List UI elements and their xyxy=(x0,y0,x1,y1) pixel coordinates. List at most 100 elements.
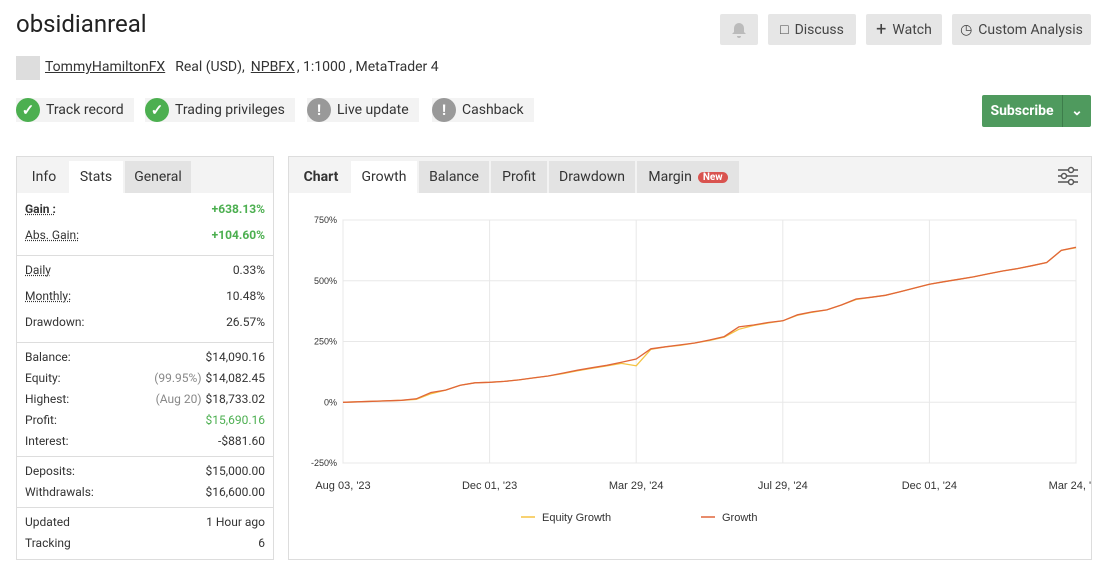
stat-label: Gain : xyxy=(25,202,56,216)
tab-label: Drawdown xyxy=(559,169,625,185)
badge-label: Live update xyxy=(337,102,409,118)
stat-value: -$881.60 xyxy=(218,434,265,448)
stat-value-wrap: $15,000.00 xyxy=(206,464,265,478)
stat-value: $18,733.02 xyxy=(205,392,265,406)
badge: ! Live update xyxy=(307,98,419,122)
stat-value: 1 Hour ago xyxy=(206,515,265,529)
stat-value: 26.57% xyxy=(226,315,265,329)
x-tick-label: Jul 29, '24 xyxy=(758,480,808,492)
legend-label: Equity Growth xyxy=(542,512,611,524)
stats-panel: Info Stats General Gain : +638.13% Abs. Gain:… xyxy=(16,156,274,560)
tab-label: Profit xyxy=(502,169,536,185)
stat-value: $14,082.45 xyxy=(205,371,265,385)
x-tick-label: Mar 29, '24 xyxy=(609,480,664,492)
user-link[interactable]: TommyHamiltonFX xyxy=(45,59,166,75)
account: Real (USD), xyxy=(175,59,245,75)
stat-row: Balance: $14,090.16 xyxy=(25,350,265,364)
stat-label: Balance: xyxy=(25,350,71,364)
tab-label: Growth xyxy=(361,169,407,185)
stat-value-wrap: $14,090.16 xyxy=(206,350,265,364)
badge-label: Cashback xyxy=(462,102,524,118)
stat-row: Gain : +638.13% xyxy=(25,202,265,216)
badge-label: Trading privileges xyxy=(175,102,285,118)
y-tick-label: 500% xyxy=(314,276,337,286)
stat-row: Tracking 6 xyxy=(25,536,265,550)
separator xyxy=(17,255,273,256)
tab-label: Chart xyxy=(303,169,339,185)
stat-label: Drawdown: xyxy=(25,315,85,329)
chart-tab[interactable]: Profit xyxy=(491,161,547,193)
stat-value-wrap: 10.48% xyxy=(226,289,265,303)
button-label: Discuss xyxy=(794,21,844,38)
chart-tab[interactable]: Balance xyxy=(419,161,489,193)
series-line xyxy=(342,247,1077,403)
stat-value-wrap: (99.95%) $14,082.45 xyxy=(154,371,265,385)
stat-row: Highest: (Aug 20) $18,733.02 xyxy=(25,392,265,406)
stat-value-wrap: $16,600.00 xyxy=(206,485,265,499)
stat-label: Withdrawals: xyxy=(25,485,94,499)
new-badge: New xyxy=(697,171,728,183)
stat-note: (Aug 20) xyxy=(155,392,202,406)
stat-row: Equity: (99.95%) $14,082.45 xyxy=(25,371,265,385)
avatar xyxy=(16,56,40,80)
badge: ✓ Track record xyxy=(16,98,134,122)
stat-label: Highest: xyxy=(25,392,70,406)
stat-value: 10.48% xyxy=(226,289,265,303)
alert-button[interactable] xyxy=(720,14,758,45)
stat-note: (99.95%) xyxy=(154,371,202,385)
subscribe-button[interactable]: Subscribe ⌄ xyxy=(982,95,1091,127)
stat-label: Deposits: xyxy=(25,464,75,478)
chart-tab[interactable]: Margin New xyxy=(637,161,739,193)
discuss-button[interactable]: □ Discuss xyxy=(768,14,856,45)
stat-row: Withdrawals: $16,600.00 xyxy=(25,485,265,499)
subscribe-label: Subscribe xyxy=(990,103,1054,119)
stat-label: Daily xyxy=(25,263,51,277)
stat-label: Equity: xyxy=(25,371,61,385)
broker-link[interactable]: NPBFX xyxy=(250,59,295,75)
badge: ✓ Trading privileges xyxy=(145,98,295,122)
legend-label: Growth xyxy=(722,512,757,524)
stat-value-wrap: (Aug 20) $18,733.02 xyxy=(156,392,265,406)
stat-row: Drawdown: 26.57% xyxy=(25,315,265,329)
stat-label: Profit: xyxy=(25,413,57,427)
chart-tab[interactable]: Growth xyxy=(351,161,417,193)
button-label: Custom Analysis xyxy=(978,21,1083,38)
tab-label: Margin xyxy=(648,169,692,185)
custom-analysis-button[interactable]: ◷ Custom Analysis xyxy=(952,14,1091,45)
stat-value: 6 xyxy=(258,536,265,550)
check-icon: ✓ xyxy=(145,98,169,122)
stats-tab[interactable]: Stats xyxy=(69,161,123,193)
stat-row: Profit: $15,690.16 xyxy=(25,413,265,427)
stats-tab[interactable]: Info xyxy=(31,169,57,185)
stat-value-wrap: -$881.60 xyxy=(218,434,265,448)
badge: ! Cashback xyxy=(432,98,534,122)
separator xyxy=(17,507,273,508)
separator xyxy=(17,456,273,457)
warning-icon: ! xyxy=(432,98,456,122)
button-label: Watch xyxy=(892,21,932,38)
watch-button[interactable]: + Watch xyxy=(866,14,942,45)
y-tick-label: 750% xyxy=(314,215,337,225)
stat-value: $14,090.16 xyxy=(205,350,265,364)
stat-row: Daily 0.33% xyxy=(25,263,265,277)
separator xyxy=(17,342,273,343)
stats-tab[interactable]: General xyxy=(125,161,191,193)
stat-value-wrap: +638.13% xyxy=(212,202,265,216)
x-tick-label: Dec 01, '24 xyxy=(902,480,957,492)
x-tick-label: Aug 03, '23 xyxy=(315,480,370,492)
chart-tab[interactable]: Drawdown xyxy=(549,161,635,193)
stat-value: +104.60% xyxy=(211,228,265,242)
stat-value: $16,600.00 xyxy=(205,485,265,499)
title: obsidianreal xyxy=(16,10,147,38)
stat-label: Abs. Gain: xyxy=(25,228,80,242)
stat-value-wrap: 0.33% xyxy=(233,263,265,277)
chart-tab[interactable]: Chart xyxy=(293,161,349,193)
stat-value-wrap: 26.57% xyxy=(226,315,265,329)
account-line: TommyHamiltonFX Real (USD), NPBFX , 1:10… xyxy=(45,59,439,75)
stat-value-wrap: 1 Hour ago xyxy=(206,515,265,529)
series-line xyxy=(342,246,1077,403)
stat-value: 0.33% xyxy=(232,263,265,277)
stat-value: +638.13% xyxy=(211,202,265,216)
settings-icon[interactable] xyxy=(1057,165,1079,187)
